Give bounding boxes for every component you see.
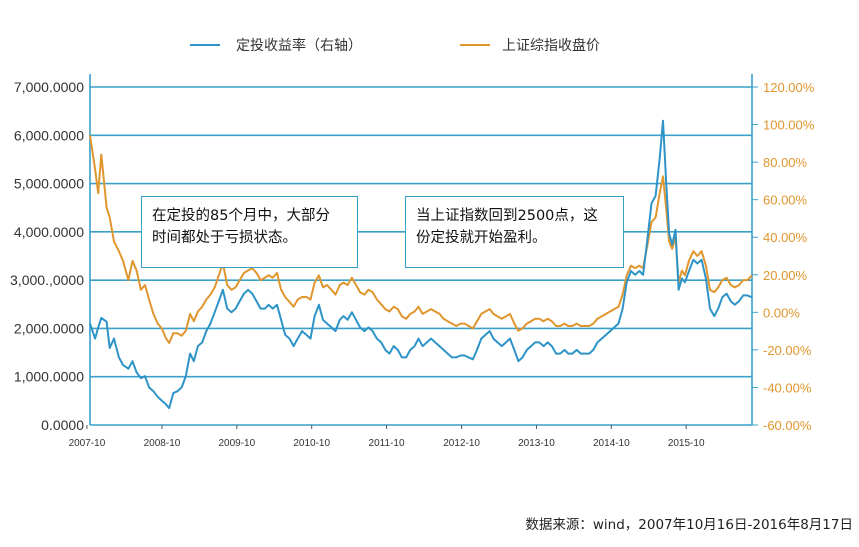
x-axis-tick-label: 2012-10 (443, 438, 480, 449)
right-axis-tick-label: -40.00% (763, 380, 812, 395)
data-source-note: 数据来源：wind，2007年10月16日-2016年8月17日 (525, 517, 853, 533)
right-axis-tick-label: 80.00% (763, 155, 808, 170)
x-axis-tick-label: 2014-10 (593, 438, 630, 449)
legend: 定投收益率（右轴） 上证综指收盘价 (190, 37, 600, 54)
x-axis-tick-label: 2015-10 (668, 438, 705, 449)
left-axis-tick-label: 3,000.,0000 (10, 272, 84, 288)
axes (89, 74, 753, 425)
series-lines (89, 119, 753, 410)
left-axis-tick-label: 5,000.0000 (14, 176, 84, 192)
annotation-box-profit: 当上证指数回到2500点，这 份定投就开始盈利。 (405, 196, 624, 268)
left-axis-tick-label: 1,000.0000 (14, 369, 84, 385)
right-axis-tick-label: 0.00% (763, 305, 800, 320)
right-axis-tick-label: 60.00% (763, 193, 808, 208)
right-axis-tick-label: 120.00% (763, 80, 815, 95)
right-axis-tick-label: 20.00% (763, 268, 808, 283)
x-axis-tick-label: 2008-10 (144, 438, 181, 449)
left-axis-tick-label: 6,000.0000 (14, 127, 84, 143)
legend-label-index: 上证综指收盘价 (502, 37, 600, 54)
right-axis-tick-label: -20.00% (763, 343, 812, 358)
annotation-box-losses-line2: 时间都处于亏损状态。 (152, 230, 297, 246)
chart: 定投收益率（右轴） 上证综指收盘价 7,000.0000 6,000.0000 5,… (10, 37, 815, 449)
left-axis-tick-label: 2,000.0000 (14, 320, 84, 336)
left-axis-tick-label: 4,000.0000 (14, 224, 84, 240)
x-axis-ticks: 2007-10 2008-10 2009-10 2010-10 2011-10 2012-… (69, 425, 705, 449)
annotation-box-losses: 在定投的85个月中，大部分 时间都处于亏损状态。 (141, 196, 358, 268)
left-axis-tick-label: 0.0000 (41, 417, 84, 433)
right-axis-tick-label: -60.00% (763, 418, 812, 433)
x-axis-tick-label: 2010-10 (293, 438, 330, 449)
x-axis-tick-label: 2013-10 (518, 438, 555, 449)
legend-label-return: 定投收益率（右轴） (236, 37, 362, 54)
x-axis-tick-label: 2009-10 (218, 438, 255, 449)
annotation-box-profit-line2: 份定投就开始盈利。 (416, 230, 547, 246)
annotation-box-profit-line1: 当上证指数回到2500点，这 (416, 208, 598, 224)
x-axis-tick-label: 2011-10 (369, 438, 405, 449)
left-axis-tick-label: 7,000.0000 (14, 79, 84, 95)
annotation-box-losses-line1: 在定投的85个月中，大部分 (152, 208, 330, 224)
left-axis-ticks: 7,000.0000 6,000.0000 5,000.0000 4,000.0000… (10, 79, 84, 433)
return-rate-line (89, 119, 753, 410)
x-axis-tick-label: 2007-10 (69, 438, 106, 449)
right-axis-ticks: 120.00% 100.00% 80.00% 60.00% 40.00% 20.00% 0.… (752, 80, 815, 433)
right-axis-tick-label: 40.00% (763, 230, 808, 245)
right-axis-tick-label: 100.00% (763, 118, 815, 133)
